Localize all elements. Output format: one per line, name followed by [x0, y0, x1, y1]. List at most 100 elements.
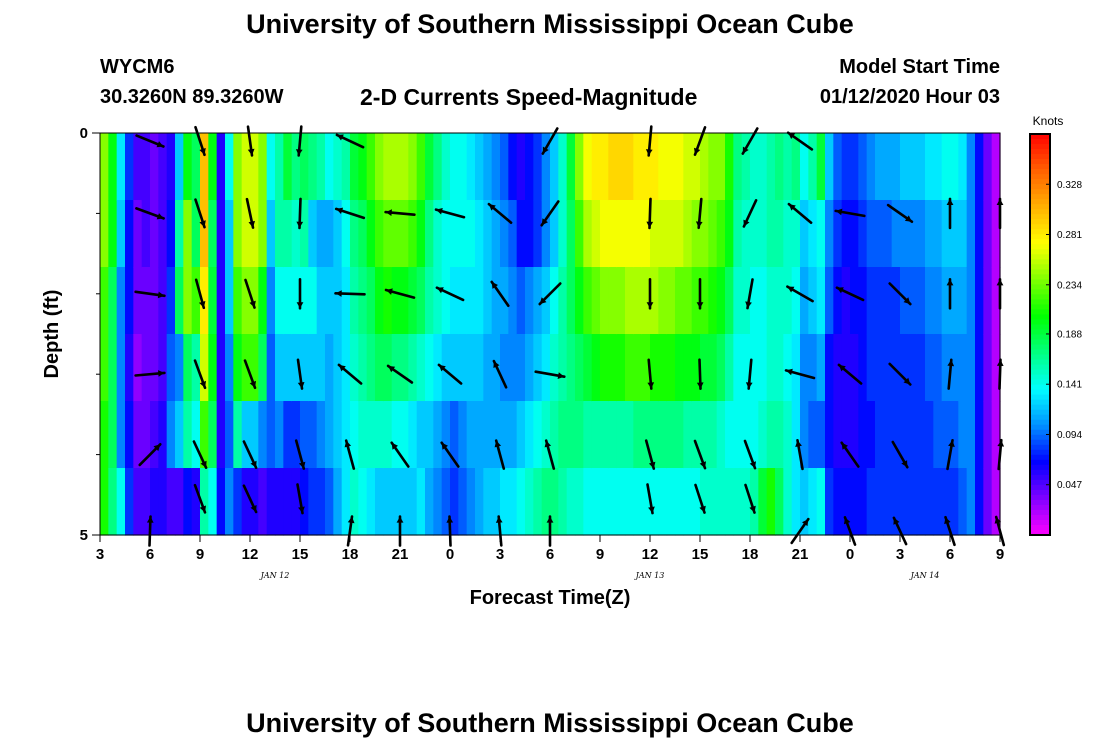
- heatmap-cell: [516, 133, 526, 201]
- heatmap-cell: [675, 200, 684, 268]
- colorbar-segment: [1030, 459, 1050, 466]
- heatmap-cell: [141, 468, 151, 536]
- heatmap-cell: [650, 468, 659, 536]
- current-vector-arrow: [440, 441, 460, 468]
- heatmap-cell: [616, 468, 626, 536]
- current-vector-arrow: [487, 202, 513, 224]
- colorbar-segment: [1030, 284, 1050, 290]
- heatmap-cell: [600, 401, 609, 469]
- heatmap-cell: [266, 133, 276, 201]
- heatmap-cell: [800, 401, 809, 469]
- heatmap-cell: [466, 468, 476, 536]
- heatmap-cell: [366, 200, 376, 268]
- arrow-head: [844, 517, 851, 525]
- current-vector-arrow: [194, 198, 206, 229]
- heatmap-cell: [366, 133, 376, 201]
- heatmap-cell: [616, 133, 626, 201]
- heatmap-cell: [783, 401, 793, 469]
- heatmap-cell: [300, 267, 309, 335]
- current-vector-arrow: [646, 483, 655, 515]
- heatmap-cell: [216, 468, 226, 536]
- colorbar-tick-label: 0.094: [1057, 430, 1082, 441]
- heatmap-cell: [775, 334, 784, 402]
- heatmap-cell: [400, 200, 409, 268]
- heatmap-cell: [541, 267, 551, 335]
- arrow-head: [841, 442, 848, 450]
- heatmap-cell: [891, 200, 901, 268]
- heatmap-cell: [641, 133, 651, 201]
- heatmap-cell: [566, 133, 576, 201]
- arrow-head: [438, 364, 446, 372]
- heatmap-cell: [700, 267, 709, 335]
- heatmap-cell: [141, 133, 151, 201]
- heatmap-cell: [383, 334, 393, 402]
- heatmap-cell: [600, 200, 609, 268]
- heatmap-cell: [691, 468, 701, 536]
- arrow-head: [336, 207, 344, 214]
- y-axis: 05: [80, 125, 100, 544]
- arrow-head: [997, 440, 1005, 447]
- heatmap-cell: [625, 200, 634, 268]
- heatmap-cell: [650, 334, 659, 402]
- heatmap-cell: [333, 267, 343, 335]
- heatmap-cell: [283, 267, 293, 335]
- arrow-head: [901, 460, 908, 468]
- arrow-head: [694, 147, 701, 155]
- arrow-head: [298, 506, 305, 514]
- arrow-head: [795, 440, 802, 447]
- colorbar-segment: [1030, 414, 1050, 421]
- arrow-head: [298, 461, 306, 469]
- heatmap-cell: [833, 401, 843, 469]
- speed-heatmap: [100, 133, 1001, 536]
- heatmap-cell: [666, 334, 676, 402]
- heatmap-cell: [833, 133, 843, 201]
- heatmap-cell: [158, 267, 168, 335]
- heatmap-cell: [891, 401, 901, 469]
- heatmap-cell: [633, 334, 643, 402]
- heatmap-cell: [791, 334, 801, 402]
- heatmap-cell: [600, 468, 609, 536]
- colorbar-segment: [1030, 269, 1050, 275]
- colorbar-segment: [1030, 204, 1050, 210]
- heatmap-cell: [783, 468, 793, 536]
- heatmap-cell: [308, 468, 318, 536]
- arrow-head: [335, 290, 342, 297]
- heatmap-cell: [316, 200, 326, 268]
- heatmap-cell: [783, 267, 793, 335]
- current-vector-arrow: [694, 483, 706, 514]
- heatmap-cell: [608, 334, 618, 402]
- heatmap-cell: [108, 133, 118, 201]
- heatmap-cell: [108, 200, 118, 268]
- heatmap-cell: [958, 133, 968, 201]
- heatmap-cell: [658, 401, 668, 469]
- heatmap-cell: [825, 133, 834, 201]
- heatmap-cell: [525, 200, 534, 268]
- heatmap-cell: [566, 200, 576, 268]
- colorbar-segment: [1030, 424, 1050, 431]
- heatmap-cell: [166, 200, 176, 268]
- current-vector-arrow: [194, 125, 206, 157]
- heatmap-cell: [316, 267, 326, 335]
- heatmap-cell: [683, 200, 693, 268]
- heatmap-cell: [625, 133, 634, 201]
- heatmap-cell: [191, 334, 201, 402]
- heatmap-cell: [708, 334, 718, 402]
- heatmap-cell: [525, 133, 534, 201]
- current-vector-arrow: [784, 368, 816, 380]
- arrow-head: [488, 204, 496, 211]
- arrow-head: [647, 382, 655, 389]
- arrow-head: [903, 377, 911, 385]
- colorbar-tick-label: 0.047: [1057, 480, 1082, 491]
- heatmap-cell: [591, 267, 601, 335]
- arrow-head: [646, 302, 654, 309]
- heatmap-cell: [900, 200, 909, 268]
- heatmap-cell: [758, 133, 768, 201]
- heatmap-cell: [266, 468, 276, 536]
- heatmap-cell: [925, 468, 934, 536]
- heatmap-cell: [750, 267, 759, 335]
- colorbar-segment: [1030, 429, 1050, 436]
- current-vector-arrow: [946, 438, 955, 471]
- current-vector-arrow: [646, 277, 654, 310]
- current-vector-arrow: [544, 439, 556, 470]
